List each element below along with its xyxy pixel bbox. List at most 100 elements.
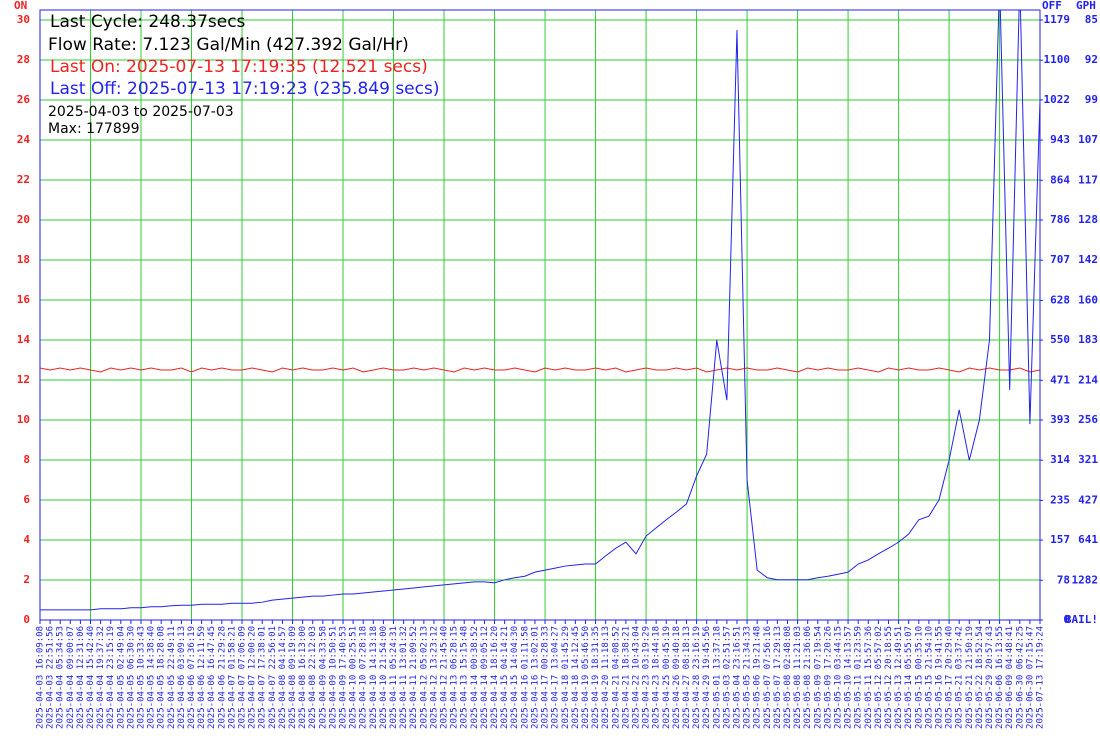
x-tick-label: 2025-04-22 10:43:04 [631, 626, 641, 729]
gph-tick-label: 1282 [1072, 573, 1099, 586]
x-tick-label: 2025-04-08 16:13:00 [298, 626, 308, 729]
gph-tick-label: 214 [1078, 373, 1098, 386]
x-tick-label: 2025-04-10 00:25:51 [349, 626, 359, 729]
y-tick-label: 0 [23, 613, 30, 626]
x-tick-label: 2025-05-07 07:56:16 [763, 626, 773, 729]
gph-tick-label: 117 [1078, 173, 1098, 186]
x-tick-label: 2025-05-01 13:37:18 [712, 626, 722, 729]
y-tick-label: 16 [17, 293, 31, 306]
x-tick-label: 2025-04-05 10:33:43 [137, 626, 147, 729]
x-tick-label: 2025-04-05 14:38:40 [147, 626, 157, 729]
x-tick-label: 2025-04-07 22:56:01 [268, 626, 278, 729]
x-tick-label: 2025-05-15 21:54:10 [924, 626, 934, 729]
x-tick-label: 2025-04-04 12:31:06 [76, 626, 86, 729]
annotation: Last Cycle: 248.37secs [50, 12, 246, 32]
x-tick-label: 2025-05-08 11:21:03 [793, 626, 803, 729]
plot-lines [40, 10, 1040, 611]
gph-tick-label: 160 [1078, 293, 1098, 306]
x-tick-label: 2025-04-05 02:49:04 [116, 626, 126, 729]
y2-tick-label: 1022 [1044, 93, 1071, 106]
gph-tick-label: 92 [1085, 53, 1098, 66]
y2-tick-label: 550 [1050, 333, 1070, 346]
y2-tick-label: 786 [1050, 213, 1070, 226]
x-tick-label: 2025-04-26 09:40:18 [672, 626, 682, 729]
x-tick-label: 2025-05-09 17:20:26 [823, 626, 833, 729]
x-tick-label: 2025-04-08 04:14:57 [278, 626, 288, 729]
x-tick-label: 2025-04-18 01:45:29 [561, 626, 571, 729]
gph-tick-label: 128 [1078, 213, 1098, 226]
x-tick-label: 2025-04-13 06:28:15 [450, 626, 460, 729]
y-tick-label: 26 [17, 93, 31, 106]
y-tick-label: 18 [17, 253, 30, 266]
y2-tick-label: 314 [1050, 453, 1070, 466]
x-tick-label: 2025-06-09 04:48:41 [1005, 626, 1015, 729]
x-tick-label: 2025-04-06 03:09:13 [177, 626, 187, 729]
x-tick-label: 2025-05-11 01:23:59 [854, 626, 864, 729]
x-tick-label: 2025-04-21 18:38:21 [621, 626, 631, 729]
y-tick-label: 8 [23, 453, 30, 466]
x-tick-label: 2025-04-11 05:24:31 [389, 626, 399, 729]
y2-tick-label: 0 [1063, 613, 1070, 626]
x-tick-label: 2025-04-15 04:14:21 [500, 626, 510, 729]
gph-tick-label: 183 [1078, 333, 1098, 346]
y-tick-label: 30 [17, 13, 30, 26]
gph-tick-label: 107 [1078, 133, 1098, 146]
gph-tick-label: 99 [1085, 93, 1098, 106]
x-tick-label: 2025-04-14 18:16:20 [490, 626, 500, 729]
y-tick-label: 14 [17, 333, 31, 346]
x-tick-label: 2025-04-06 07:36:19 [187, 626, 197, 729]
y-tick-label: 24 [17, 133, 31, 146]
x-tick-label: 2025-04-15 14:04:30 [510, 626, 520, 729]
gph-tick-label: BAIL! [1065, 613, 1098, 626]
x-tick-label: 2025-04-12 05:02:13 [419, 626, 429, 729]
grid [39, 10, 1040, 621]
x-tick-label: 2025-04-13 15:15:48 [460, 626, 470, 729]
gph-tick-label: 256 [1078, 413, 1098, 426]
x-tick-label: 2025-04-14 00:38:52 [470, 626, 480, 729]
x-tick-label: 2025-05-08 02:48:08 [783, 626, 793, 729]
x-tick-label: 2025-04-11 13:01:32 [399, 626, 409, 729]
x-tick-label: 2025-05-15 00:35:10 [914, 626, 924, 729]
x-tick-label: 2025-04-16 01:11:58 [520, 626, 530, 729]
x-tick-label: 2025-04-04 05:34:53 [56, 626, 66, 729]
y2-tick-label: 157 [1050, 533, 1070, 546]
x-tick-label: 2025-04-07 07:06:09 [238, 626, 248, 729]
y-tick-label: 12 [17, 373, 30, 386]
x-tick-label: 2025-07-13 17:19:24 [1036, 626, 1046, 729]
x-tick-label: 2025-04-06 21:29:28 [217, 626, 227, 729]
x-tick-label: 2025-05-12 05:57:02 [874, 626, 884, 729]
series-line [40, 10, 1040, 611]
y2-tick-label: 1179 [1044, 13, 1071, 26]
gph-tick-label: 321 [1078, 453, 1098, 466]
x-tick-label: 2025-05-14 05:55:07 [904, 626, 914, 729]
x-tick-label: 2025-05-10 03:44:15 [833, 626, 843, 729]
y2-axis-title: OFF [1042, 0, 1062, 12]
x-tick-label: 2025-05-10 14:13:57 [844, 626, 854, 729]
y-tick-label: 10 [17, 413, 30, 426]
series-line [40, 367, 1040, 373]
x-tick-label: 2025-04-11 21:09:52 [409, 626, 419, 729]
x-tick-label: 2025-04-04 19:37:32 [96, 626, 106, 729]
x-tick-label: 2025-04-17 00:28:33 [541, 626, 551, 729]
x-tick-label: 2025-06-30 07:15:47 [1025, 626, 1035, 729]
x-tick-label: 2025-04-21 04:08:52 [611, 626, 621, 729]
x-tick-label: 2025-05-21 21:50:19 [965, 626, 975, 729]
x-tick-label: 2025-04-19 18:31:35 [591, 626, 601, 729]
x-tick-label: 2025-04-12 13:23:12 [429, 626, 439, 729]
y2-tick-label: 471 [1050, 373, 1070, 386]
x-tick-label: 2025-05-05 21:34:33 [743, 626, 753, 729]
annotation: Last Off: 2025-07-13 17:19:23 (235.849 s… [50, 79, 439, 99]
x-tick-label: 2025-04-08 09:19:09 [288, 626, 298, 729]
x-tick-label: 2025-06-06 16:13:55 [995, 626, 1005, 729]
x-tick-label: 2025-04-10 21:54:00 [379, 626, 389, 729]
x-tick-label: 2025-04-05 06:30:30 [126, 626, 136, 729]
x-tick-label: 2025-04-04 09:00:07 [66, 626, 76, 729]
x-tick-label: 2025-04-28 23:16:19 [692, 626, 702, 729]
x-tick-label: 2025-04-03 22:51:56 [46, 626, 56, 729]
x-tick-label: 2025-04-09 17:40:53 [339, 626, 349, 729]
x-tick-label: 2025-05-17 20:29:40 [945, 626, 955, 729]
x-tick-label: 2025-04-23 03:19:29 [642, 626, 652, 729]
x-tick-label: 2025-04-27 08:18:13 [682, 626, 692, 729]
x-tick-label: 2025-04-08 22:12:03 [308, 626, 318, 729]
